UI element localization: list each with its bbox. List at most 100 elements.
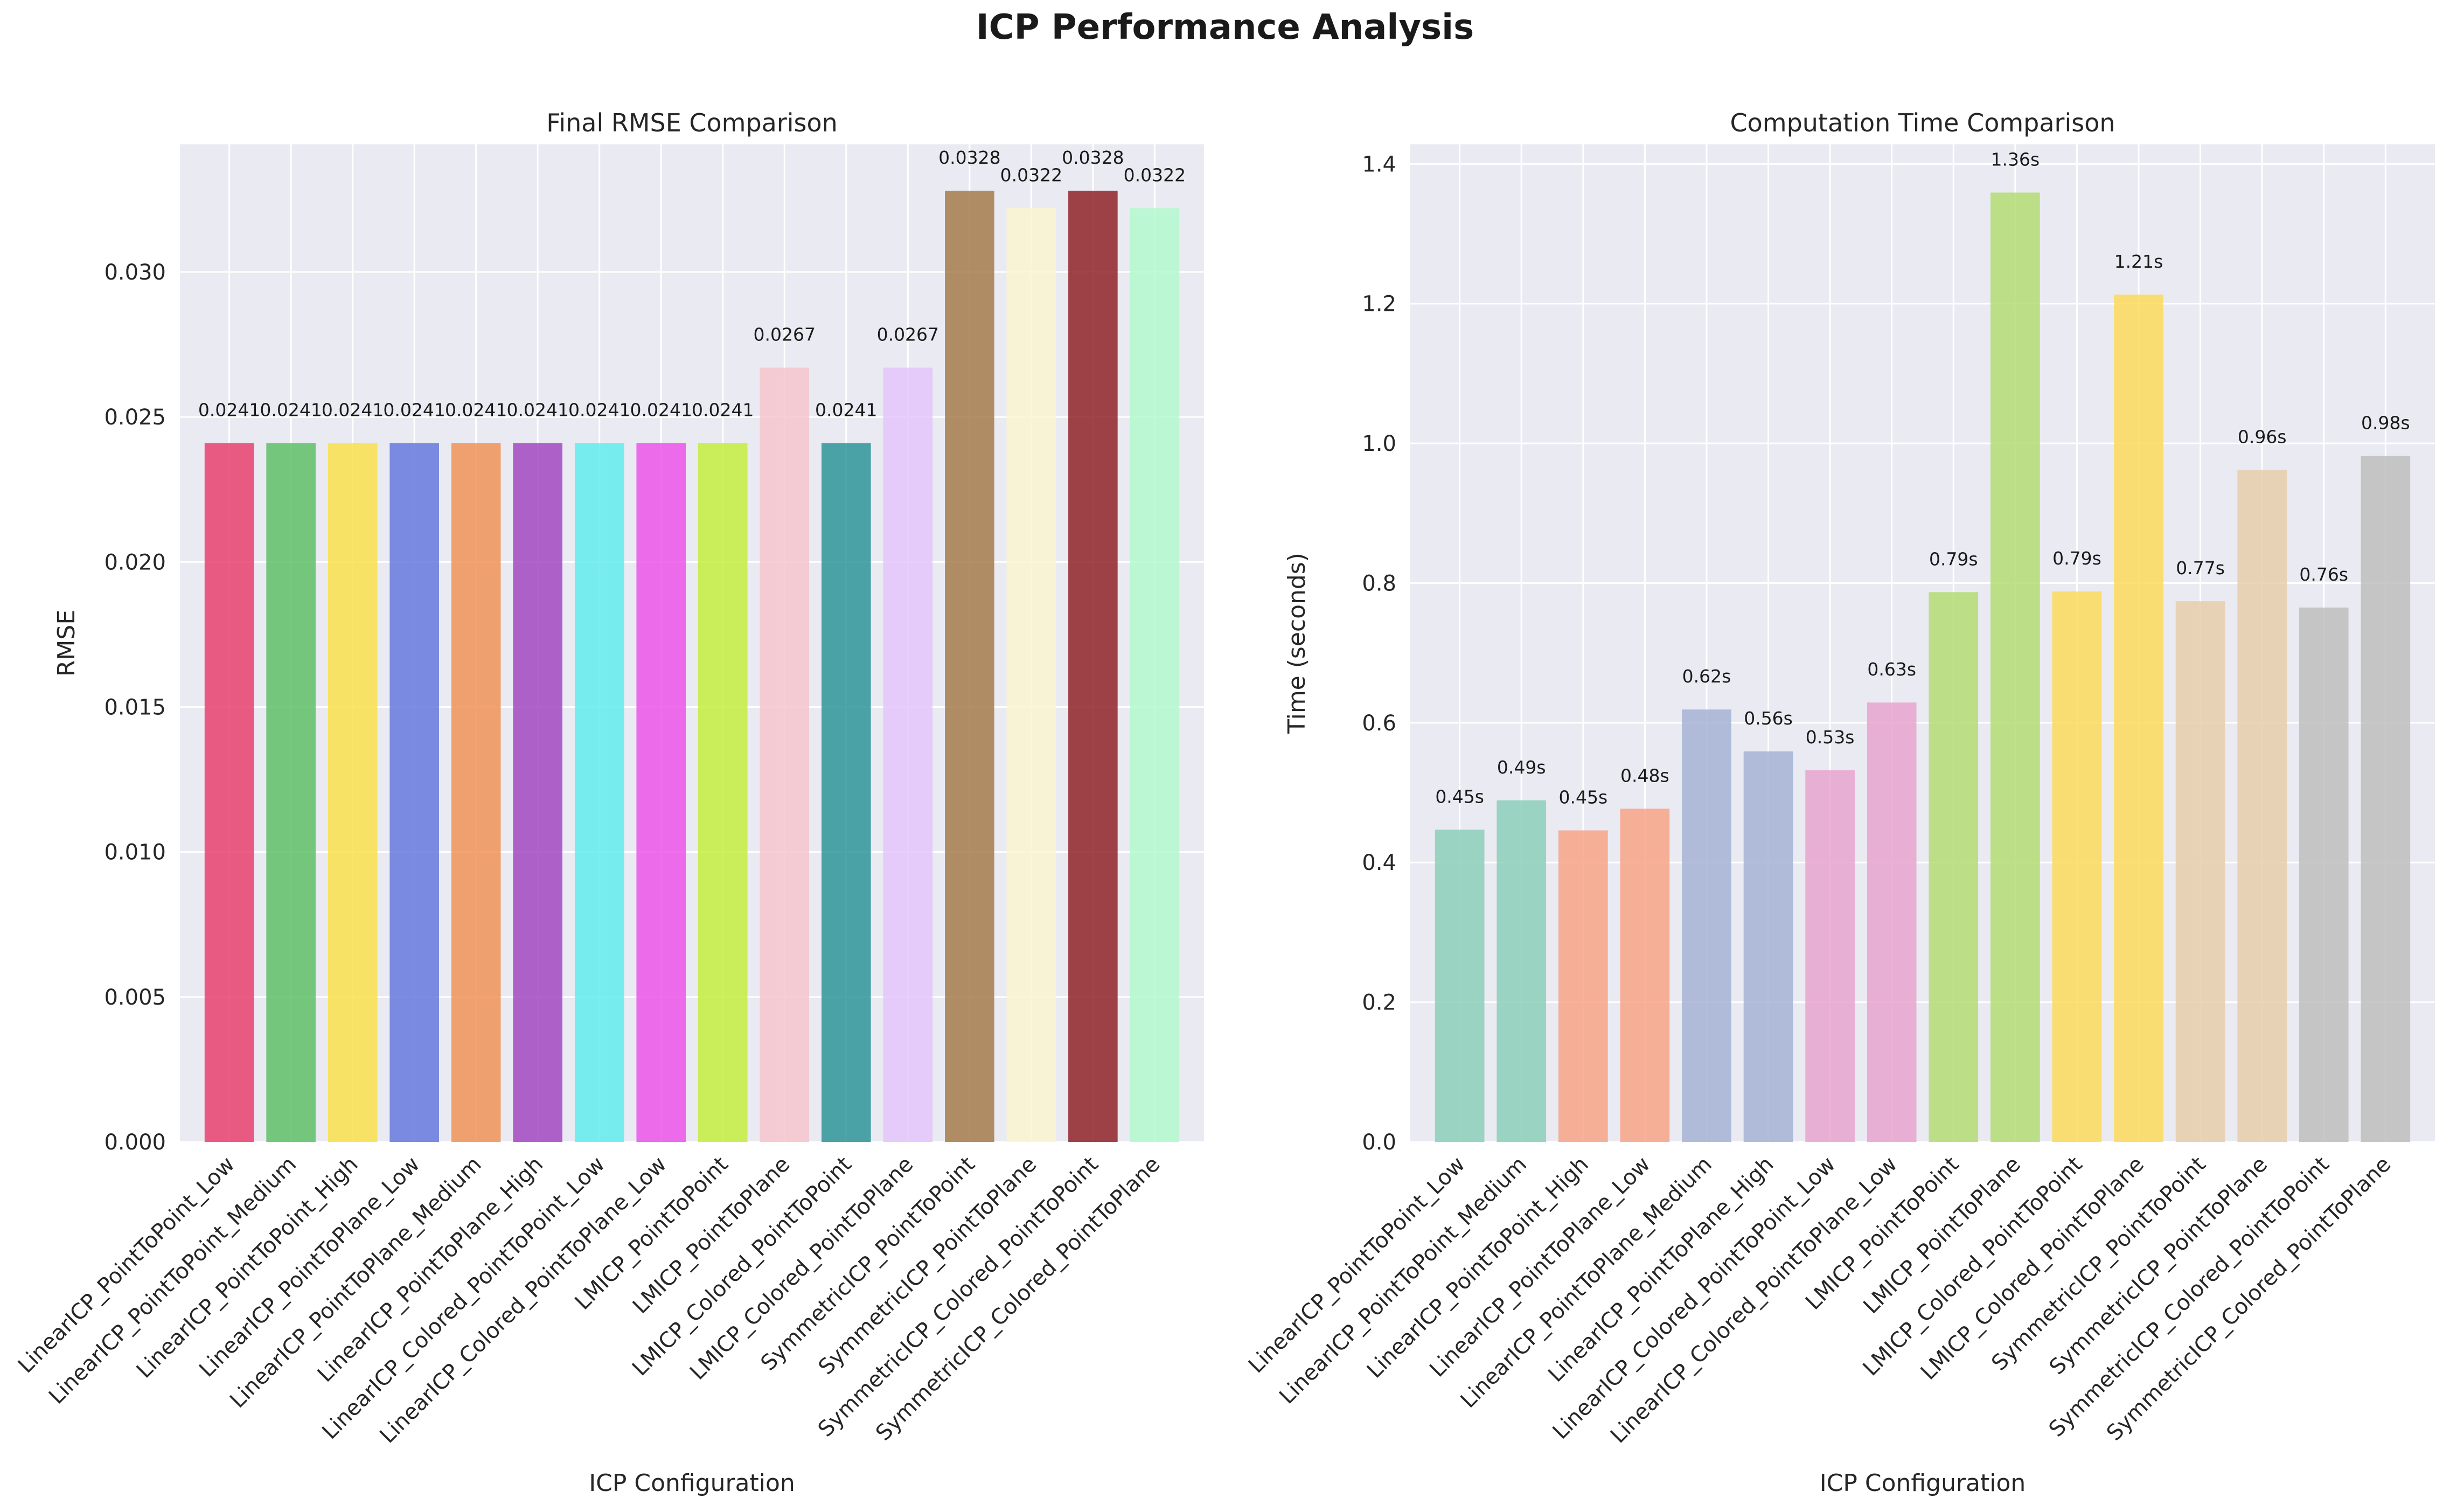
x-tick-label: LinearICP_PointToPlane_High [313, 1152, 548, 1387]
x-tick-label: LMICP_Colored_PointToPlane [1916, 1152, 2149, 1385]
bar-12 [2114, 294, 2163, 1142]
y-tick-label: 0.005 [104, 985, 166, 1010]
x-tick-label: LinearICP_Colored_PointToPoint_Low [317, 1152, 610, 1445]
bar-15 [2299, 607, 2349, 1142]
bar-value-label: 0.76s [2299, 564, 2348, 585]
bar-6 [513, 443, 563, 1142]
bar-value-label: 0.79s [1929, 548, 1978, 569]
bar-value-label: 0.53s [1806, 727, 1855, 748]
x-tick-label: LinearICP_PointToPoint_High [132, 1152, 363, 1383]
bar-8 [636, 443, 686, 1142]
bar-3 [1558, 830, 1608, 1142]
y-tick-label: 1.4 [1362, 152, 1396, 177]
bar-13 [945, 191, 994, 1142]
bar-value-label: 0.56s [1744, 708, 1793, 729]
y-tick-label: 0.2 [1362, 991, 1396, 1015]
bar-10 [760, 367, 810, 1142]
bar-5 [1682, 709, 1731, 1142]
chart-panel-1: 0.0241 0.0241 0.0241 0.0241 0.0241 0.0241 0.02… [13, 108, 1204, 1497]
x-axis-label: ICP Configuration [589, 1469, 795, 1497]
bar-10 [1990, 192, 2040, 1142]
x-tick-label: LMICP_Colored_PointToPoint [628, 1152, 857, 1381]
y-tick-label: 0.025 [104, 405, 166, 430]
figure-title: ICP Performance Analysis [976, 8, 1474, 47]
bar-value-label: 0.0267 [877, 324, 939, 345]
bar-9 [1929, 592, 1979, 1142]
bar-value-label: 0.45s [1435, 786, 1484, 807]
bar-value-label: 0.77s [2176, 558, 2225, 579]
bar-value-label: 0.0241 [815, 400, 877, 421]
y-tick-label: 0.0 [1362, 1130, 1396, 1155]
chart-title: Final RMSE Comparison [546, 108, 838, 137]
y-tick-label: 0.030 [104, 260, 166, 285]
x-axis-label: ICP Configuration [1820, 1469, 2026, 1497]
bar-11 [2052, 591, 2102, 1142]
bar-14 [2237, 470, 2287, 1142]
x-tick-label: LinearICP_Colored_PointToPlane_Low [375, 1152, 671, 1448]
bar-15 [1068, 191, 1118, 1142]
x-tick-label: SymmetricICP_Colored_PointToPlane [2102, 1152, 2396, 1446]
bar-7 [1805, 770, 1855, 1142]
bar-value-label: 1.21s [2114, 251, 2163, 272]
y-tick-label: 0.010 [104, 840, 166, 865]
bar-12 [883, 367, 933, 1142]
y-tick-label: 0.020 [104, 550, 166, 575]
bar-value-label: 0.0322 [1000, 164, 1062, 185]
x-tick-label: LinearICP_PointToPlane_High [1543, 1152, 1778, 1387]
bar-value-label: 0.0322 [1124, 164, 1186, 185]
bar-value-label: 1.36s [1991, 149, 2040, 170]
bar-value-label: 0.63s [1867, 659, 1916, 680]
x-tick-label: LMICP_Colored_PointToPoint [1859, 1152, 2087, 1381]
bar-value-label: 0.0241 [260, 400, 322, 421]
bar-value-label: 0.96s [2238, 426, 2287, 447]
bar-3 [328, 443, 378, 1142]
chart-title: Computation Time Comparison [1730, 108, 2115, 137]
bar-2 [1497, 800, 1547, 1142]
bar-value-label: 0.0241 [568, 400, 630, 421]
y-tick-label: 1.2 [1362, 292, 1396, 317]
y-tick-label: 0.015 [104, 695, 166, 720]
y-tick-label: 0.000 [104, 1130, 166, 1155]
bar-value-label: 0.0241 [692, 400, 754, 421]
bar-11 [821, 443, 871, 1142]
bar-1 [1435, 830, 1485, 1142]
bar-6 [1743, 751, 1793, 1142]
y-axis-label: RMSE [53, 610, 80, 677]
bar-value-label: 0.0241 [198, 400, 260, 421]
y-tick-label: 1.0 [1362, 431, 1396, 456]
bar-value-label: 0.49s [1497, 757, 1546, 778]
bar-value-label: 0.62s [1682, 666, 1731, 687]
x-tick-label: LinearICP_PointToPoint_High [1362, 1152, 1593, 1383]
bar-value-label: 0.0241 [506, 400, 568, 421]
bar-5 [451, 443, 501, 1142]
bar-13 [2175, 601, 2225, 1142]
chart-panel-2: 0.45s 0.49s 0.45s 0.48s 0.62s 0.56s 0.53s 0.63s… [1244, 108, 2435, 1497]
bar-4 [389, 443, 439, 1142]
x-tick-label: LinearICP_PointToPlane_Low [194, 1152, 424, 1382]
bar-value-label: 0.79s [2052, 548, 2101, 569]
y-tick-label: 0.4 [1362, 851, 1396, 875]
bar-value-label: 0.0328 [1062, 147, 1124, 168]
bar-value-label: 0.0328 [938, 147, 1000, 168]
bar-value-label: 0.0241 [383, 400, 445, 421]
bar-16 [2361, 456, 2411, 1142]
bar-14 [1006, 208, 1056, 1142]
bar-1 [204, 443, 254, 1142]
bar-16 [1130, 208, 1180, 1142]
bar-value-label: 0.98s [2361, 412, 2410, 433]
y-axis-label: Time (seconds) [1283, 553, 1311, 734]
y-tick-label: 0.6 [1362, 711, 1396, 736]
x-tick-label: LinearICP_PointToPlane_Low [1425, 1152, 1655, 1382]
x-tick-label: LinearICP_Colored_PointToPlane_Low [1606, 1152, 1902, 1448]
x-tick-label: LMICP_Colored_PointToPlane [685, 1152, 918, 1385]
bar-2 [266, 443, 316, 1142]
bar-value-label: 0.0241 [322, 400, 384, 421]
y-tick-label: 0.8 [1362, 571, 1396, 596]
bar-4 [1620, 809, 1670, 1142]
bar-value-label: 0.0241 [630, 400, 692, 421]
x-tick-label: LinearICP_Colored_PointToPoint_Low [1548, 1152, 1841, 1445]
bar-value-label: 0.0241 [445, 400, 507, 421]
bar-value-label: 0.0267 [754, 324, 816, 345]
bar-value-label: 0.48s [1620, 765, 1669, 786]
